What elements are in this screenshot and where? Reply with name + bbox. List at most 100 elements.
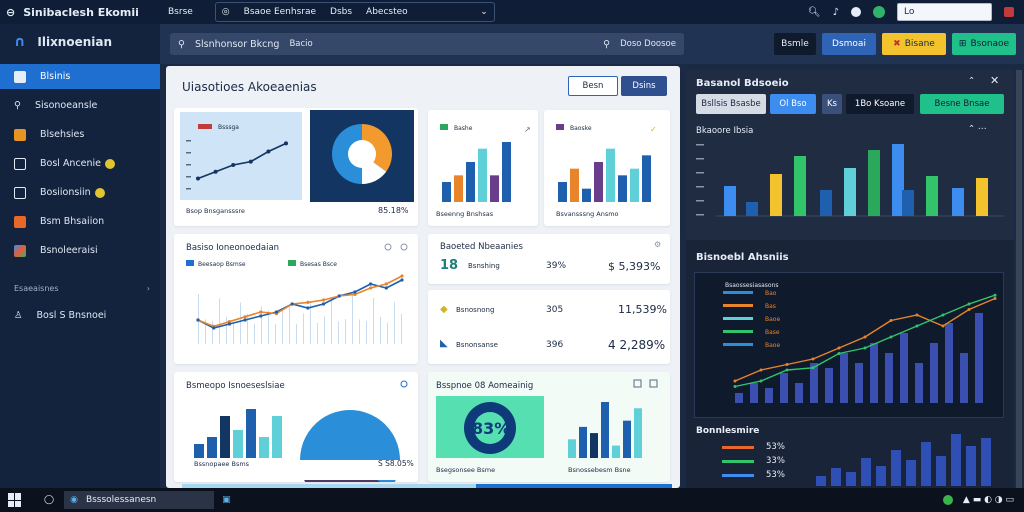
chart-11-bar bbox=[876, 466, 886, 486]
stat-3: 53% bbox=[766, 470, 785, 480]
notification-icon[interactable] bbox=[873, 6, 885, 18]
right-tab-4[interactable]: Besne Bnsae bbox=[920, 94, 1004, 114]
card-5-row-label: Bsnshing bbox=[468, 262, 500, 270]
header-button-3[interactable]: ✖ Bisane bbox=[882, 33, 946, 55]
donut-hole bbox=[474, 412, 506, 444]
donut-label: 83% bbox=[472, 419, 510, 438]
tray-icon[interactable]: ▲ ▬ ◐ ◑ ▭ bbox=[962, 495, 1014, 505]
filled-button[interactable]: Dsins bbox=[621, 76, 667, 96]
chart-5-point bbox=[321, 298, 326, 302]
sidebar-brand[interactable]: ∩ Ilixnoenian bbox=[0, 24, 160, 60]
url-input[interactable]: Lo bbox=[897, 3, 992, 21]
info-icon[interactable] bbox=[400, 380, 408, 388]
chart-7-mask bbox=[294, 460, 404, 480]
top-search-box[interactable]: ◎ Bsaoe Eenhsrae Dsbs Abecsteo ⌄ bbox=[214, 2, 495, 22]
expand-icon[interactable] bbox=[649, 379, 658, 388]
windows-start-icon[interactable] bbox=[8, 493, 22, 507]
right-section-2-title: Bisnoebl Ahsniis bbox=[696, 252, 789, 263]
chart-5-point bbox=[227, 322, 231, 326]
tab-label: 1Bo Ksoane bbox=[854, 99, 906, 109]
chart-7-pie bbox=[294, 410, 404, 510]
chart-4-bar bbox=[594, 162, 603, 202]
settings-icon[interactable]: ⚙ bbox=[654, 240, 662, 249]
main-search-input[interactable]: ⚲ Slsnhonsor Bkcng Bacio ⚲ Doso Doosoe bbox=[170, 33, 684, 55]
outline-button[interactable]: Besn bbox=[568, 76, 618, 96]
search-icon: ⚲ bbox=[603, 38, 611, 50]
right-tab-1[interactable]: Ol Bso bbox=[770, 94, 816, 114]
search-icon[interactable]: ◯ bbox=[44, 495, 55, 505]
sidebar-item-2[interactable]: Blsehsies bbox=[0, 122, 160, 147]
vertical-scrollbar[interactable] bbox=[1016, 70, 1022, 488]
tab-label: Ks bbox=[826, 99, 837, 109]
search-icon[interactable]: 🔍︎ bbox=[807, 6, 821, 18]
chart-9-tick bbox=[696, 200, 704, 202]
top-search-opt-1[interactable]: Dsbs bbox=[330, 7, 353, 17]
chart-2-slice bbox=[362, 124, 392, 172]
right-tab-2[interactable]: Ks bbox=[822, 94, 842, 114]
chart-5-grid-bar bbox=[401, 313, 402, 344]
sidebar-item-6[interactable]: Bsnoleeraisi bbox=[0, 238, 160, 263]
card-7-footer: Bsegsonsee Bsme bbox=[436, 466, 495, 474]
search-icon: ⚲ bbox=[178, 38, 185, 50]
stat-1: 53% bbox=[766, 442, 785, 452]
top-search-opt-2[interactable]: Abecsteo bbox=[366, 7, 408, 17]
chart-5: Basiso Ioneonoedaian Beesaop Bsmse Bsesa… bbox=[186, 243, 408, 344]
close-icon[interactable]: ✕ bbox=[990, 74, 1000, 87]
sidebar-item-5[interactable]: Bsm Bhsaiion bbox=[0, 209, 160, 234]
close-app-icon[interactable] bbox=[1004, 7, 1014, 17]
header-button-2[interactable]: Dsmoai bbox=[822, 33, 876, 55]
sidebar-item-1[interactable]: ⚲ Sisonoeansle bbox=[0, 93, 160, 118]
sidebar-section[interactable]: Esaeaisnes › bbox=[0, 277, 160, 299]
chart-10-bar bbox=[915, 363, 923, 403]
tab-primary[interactable]: Bsrse bbox=[168, 7, 193, 17]
main-search-chip[interactable]: Bacio bbox=[289, 39, 313, 49]
chart-10-legend-label: Bao bbox=[765, 290, 777, 297]
sidebar-item-3[interactable]: Bosl Ancenie bbox=[0, 151, 160, 176]
chart-2-slice bbox=[332, 124, 362, 184]
chart-5-grid-bar bbox=[233, 322, 234, 344]
header-button-4[interactable]: ⊞ Bsonaoe bbox=[952, 33, 1016, 55]
minimize-icon[interactable]: ⌃ bbox=[968, 76, 976, 86]
info-icon[interactable] bbox=[384, 243, 392, 251]
sidebar-item-bottom[interactable]: ♙ Bosl S Bnsnoei bbox=[0, 303, 160, 328]
user-icon[interactable] bbox=[851, 7, 861, 17]
right-tab-0[interactable]: Bsllsis Bsasbe bbox=[696, 94, 766, 114]
expand-icon[interactable] bbox=[633, 379, 642, 388]
taskbar-app[interactable]: ◉ Bsssolessanesn bbox=[64, 491, 215, 509]
main-search-right[interactable]: Doso Doosoe bbox=[620, 39, 676, 49]
header-button-1[interactable]: Bsmle bbox=[774, 33, 816, 55]
chart-10-point bbox=[785, 363, 789, 366]
chart-5-grid-bar bbox=[373, 297, 374, 344]
bell-icon[interactable]: ♪ bbox=[832, 6, 839, 18]
chart-3-bar bbox=[466, 162, 475, 202]
legend-label-1: Beesaop Bsmse bbox=[198, 261, 246, 268]
chart-5-point bbox=[337, 294, 341, 298]
chart-4-bar bbox=[582, 188, 591, 202]
app-icon[interactable]: ▣ bbox=[222, 495, 231, 505]
chart-9-bars bbox=[724, 144, 988, 216]
chevron-down-icon[interactable]: ⌄ bbox=[480, 7, 488, 17]
chart-4-bar bbox=[618, 175, 627, 202]
sidebar-item-0[interactable]: Blsinis bbox=[0, 64, 160, 89]
chart-3-bar bbox=[478, 148, 487, 202]
chart-10-point bbox=[889, 319, 893, 322]
chrome-icon[interactable] bbox=[942, 495, 953, 505]
chart-5-grid-bar bbox=[331, 298, 332, 344]
right-tab-3[interactable]: 1Bo Ksoane bbox=[846, 94, 914, 114]
chart-11-bar bbox=[816, 476, 826, 486]
horizontal-scrollbar[interactable] bbox=[182, 484, 672, 488]
settings-icon[interactable] bbox=[400, 243, 408, 251]
card-5-title: Baoeted Nbeaanies bbox=[440, 242, 523, 252]
more-icon[interactable]: ⌃ ⋯ bbox=[968, 124, 987, 134]
chart-10-point bbox=[759, 379, 763, 383]
card-6-title: Bsmeopo Isnoeseslsiae bbox=[186, 381, 285, 391]
chart-11-bar bbox=[936, 456, 946, 486]
chart-10-point bbox=[941, 324, 945, 328]
chart-6-bar bbox=[233, 430, 243, 458]
card-5-big: 18 bbox=[440, 258, 459, 273]
chart-11 bbox=[816, 434, 991, 486]
chart-9-bar bbox=[820, 190, 832, 216]
chart-11-bar bbox=[891, 450, 901, 486]
sidebar-item-4[interactable]: Bosiionsiin bbox=[0, 180, 160, 205]
card-7-row-label: Bsnonsanse bbox=[456, 341, 498, 349]
